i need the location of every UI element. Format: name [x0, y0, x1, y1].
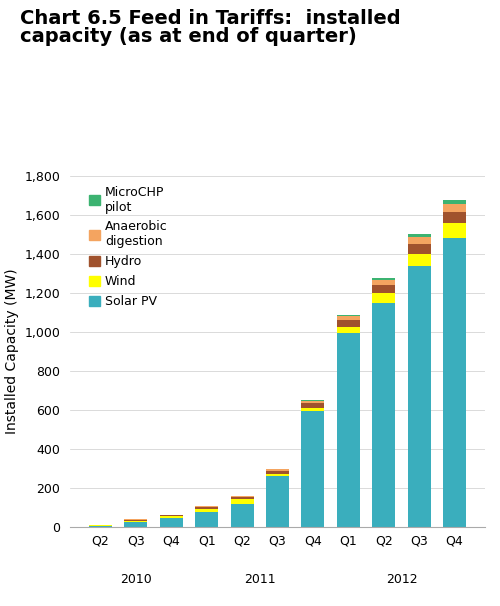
Text: capacity (as at end of quarter): capacity (as at end of quarter): [20, 27, 357, 46]
Bar: [443, 222, 466, 238]
Bar: [337, 333, 360, 527]
Bar: [89, 525, 112, 527]
Bar: [408, 265, 430, 527]
Text: Chart 6.5 Feed in Tariffs:  installed: Chart 6.5 Feed in Tariffs: installed: [20, 9, 400, 28]
Bar: [195, 511, 218, 527]
Bar: [230, 504, 254, 527]
Bar: [266, 471, 289, 473]
Bar: [443, 212, 466, 222]
Bar: [124, 520, 148, 521]
Text: 2011: 2011: [244, 573, 276, 586]
Bar: [302, 403, 324, 407]
Legend: MicroCHP
pilot, Anaerobic
digestion, Hydro, Wind, Solar PV: MicroCHP pilot, Anaerobic digestion, Hyd…: [88, 185, 168, 308]
Bar: [230, 497, 254, 499]
Text: 2012: 2012: [386, 573, 418, 586]
Bar: [443, 238, 466, 527]
Bar: [195, 507, 218, 508]
Bar: [337, 315, 360, 316]
Bar: [160, 515, 182, 516]
Bar: [337, 316, 360, 320]
Bar: [372, 280, 396, 285]
Bar: [443, 200, 466, 204]
Bar: [408, 254, 430, 265]
Bar: [302, 411, 324, 527]
Bar: [266, 469, 289, 471]
Bar: [372, 285, 396, 293]
Text: 2010: 2010: [120, 573, 152, 586]
Bar: [408, 235, 430, 238]
Bar: [230, 499, 254, 504]
Bar: [266, 476, 289, 527]
Bar: [443, 204, 466, 212]
Bar: [160, 518, 182, 527]
Bar: [408, 244, 430, 254]
Bar: [266, 473, 289, 476]
Bar: [408, 238, 430, 244]
Bar: [124, 522, 148, 527]
Bar: [195, 506, 218, 507]
Bar: [337, 327, 360, 333]
Bar: [372, 278, 396, 280]
Bar: [230, 496, 254, 497]
Bar: [302, 401, 324, 403]
Bar: [302, 400, 324, 401]
Y-axis label: Installed Capacity (MW): Installed Capacity (MW): [5, 268, 19, 435]
Bar: [160, 516, 182, 518]
Bar: [302, 407, 324, 411]
Bar: [372, 302, 396, 527]
Bar: [337, 320, 360, 327]
Bar: [195, 508, 218, 511]
Bar: [124, 521, 148, 522]
Bar: [372, 293, 396, 302]
